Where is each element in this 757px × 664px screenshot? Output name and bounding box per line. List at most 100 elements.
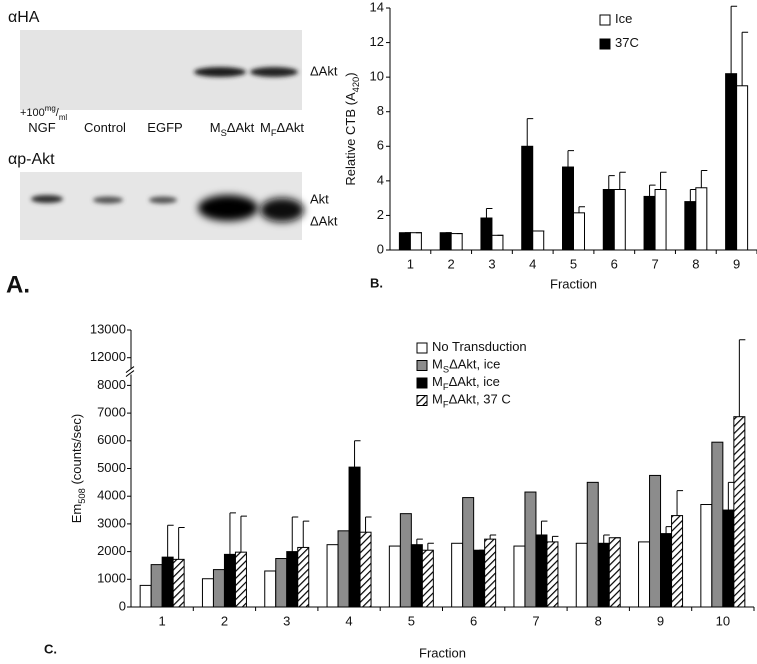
text-part: / — [56, 107, 60, 119]
bar — [480, 217, 493, 251]
text-part: ΔAkt — [227, 120, 255, 135]
bar — [684, 201, 697, 251]
error-bar — [485, 208, 493, 219]
legend-label: No Transduction — [432, 339, 527, 354]
text-part: +100 — [20, 107, 45, 119]
x-tick-label: 7 — [532, 613, 539, 628]
x-tick-label: 8 — [692, 256, 699, 271]
bar — [586, 481, 599, 608]
subscript: S — [221, 128, 227, 138]
panel-label: A. — [6, 271, 30, 298]
x-tick-label: 6 — [611, 256, 618, 271]
legend-label: Ice — [615, 11, 632, 26]
error-bar — [489, 534, 497, 540]
legend-label: MFΔAkt, 37 C — [432, 392, 511, 410]
band-label: ΔAkt — [310, 63, 338, 78]
bar — [348, 466, 361, 608]
bar — [410, 544, 423, 608]
bar — [695, 187, 708, 251]
panel-label: C. — [44, 641, 57, 656]
y-axis-label: Em508 (counts/sec) — [69, 414, 87, 524]
text-part: Em — [69, 504, 84, 524]
bar — [608, 537, 621, 608]
legend-label: MFΔAkt, ice — [432, 374, 500, 392]
y-tick-label: 14 — [370, 0, 384, 14]
error-bar — [649, 184, 656, 197]
x-tick-label: 1 — [407, 256, 414, 271]
bar — [223, 553, 236, 608]
legend-swatch — [416, 360, 428, 371]
bar — [234, 551, 247, 608]
y-tick-label: 5000 — [97, 460, 126, 475]
x-tick-label: 4 — [529, 256, 536, 271]
bar — [725, 73, 738, 251]
text-part: ΔAkt — [277, 120, 305, 135]
band-label: Akt — [310, 191, 329, 206]
subscript: S — [443, 365, 449, 375]
bar — [524, 491, 537, 608]
bar — [602, 189, 615, 251]
legend-swatch — [416, 342, 428, 354]
error-bar — [427, 542, 434, 551]
lane-label: Control — [84, 120, 126, 135]
error-bar — [291, 516, 299, 552]
legend-label: MSΔAkt, ice — [432, 357, 500, 375]
bar — [638, 541, 651, 608]
x-axis-label: Fraction — [419, 645, 466, 660]
y-tick-label: 8000 — [97, 377, 126, 392]
bar — [643, 195, 656, 251]
error-bar — [178, 527, 185, 560]
x-tick-label: 9 — [657, 613, 664, 628]
text-part: NGF — [28, 120, 56, 135]
bar — [597, 542, 610, 608]
legend-swatch — [416, 377, 428, 389]
bar — [286, 551, 299, 608]
lane-label: MFΔAkt — [260, 120, 304, 138]
y-tick-label: 13000 — [90, 321, 126, 336]
error-bar — [603, 534, 610, 544]
x-tick-label: 3 — [488, 256, 495, 271]
text-part: Control — [84, 120, 126, 135]
axis-break — [125, 366, 135, 377]
text-part: Relative CTB (A — [343, 92, 358, 186]
y-tick-label: 8 — [377, 103, 384, 118]
bar — [513, 545, 526, 608]
bar — [462, 497, 475, 608]
antibody-label: αHA — [8, 9, 40, 26]
x-tick-label: 2 — [448, 256, 455, 271]
bar — [450, 233, 463, 251]
bar — [150, 564, 163, 608]
error-bar — [619, 171, 626, 190]
error-bar — [167, 524, 174, 558]
text-part: ΔAkt, ice — [449, 374, 500, 389]
error-bar — [741, 31, 749, 86]
text-part: M — [432, 374, 443, 389]
error-bar — [567, 150, 574, 168]
error-bar — [551, 535, 559, 542]
bar — [733, 416, 746, 608]
treatment-label: +100mg/ml — [20, 104, 67, 122]
bar — [409, 232, 422, 251]
y-tick-label: 12000 — [90, 349, 126, 364]
subscript: 420 — [351, 77, 361, 93]
error-bar — [608, 175, 615, 190]
x-axis-label: Fraction — [550, 276, 597, 291]
error-bar — [660, 171, 667, 190]
text-part: No Transduction — [432, 339, 527, 354]
x-tick-label: 8 — [595, 613, 602, 628]
antibody-label: αp-Akt — [8, 151, 55, 168]
bar — [573, 212, 585, 251]
bar — [161, 556, 174, 608]
lane-label: MSΔAkt — [210, 120, 255, 138]
x-tick-label: 6 — [470, 613, 477, 628]
y-tick-label: 10 — [370, 69, 384, 84]
bar — [484, 538, 497, 608]
subscript: ml — [59, 113, 68, 122]
text-part: ) — [343, 72, 358, 76]
x-tick-label: 1 — [159, 613, 166, 628]
error-bar — [540, 520, 548, 535]
bar — [359, 531, 372, 608]
bar — [439, 232, 452, 251]
y-tick-label: 6 — [377, 138, 384, 153]
